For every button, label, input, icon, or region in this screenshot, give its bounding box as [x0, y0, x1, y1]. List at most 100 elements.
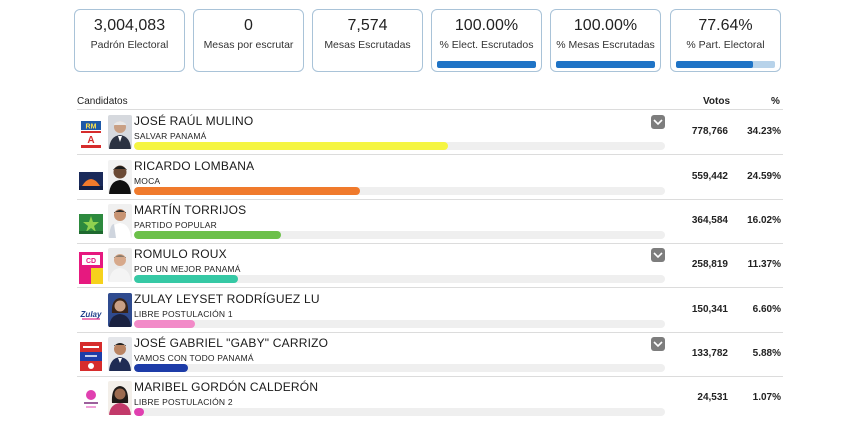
candidate-pct: 11.37% [747, 259, 781, 270]
vote-share-fill [134, 142, 449, 150]
party-name: SALVAR PANAMÁ [134, 131, 207, 141]
candidate-photo-icon [108, 248, 132, 282]
candidate-row[interactable]: MARIBEL GORDÓN CALDERÓN LIBRE POSTULACIÓ… [77, 377, 783, 421]
candidate-name: ZULAY LEYSET RODRÍGUEZ LU [134, 292, 320, 306]
stat-value: 0 [244, 17, 253, 34]
column-header-pct: % [771, 96, 780, 107]
candidate-row[interactable]: MARTÍN TORRIJOS PARTIDO POPULAR 364,584 … [77, 200, 783, 244]
progress-fill [437, 61, 536, 68]
stat-card-mesas-por-escrutar: 0 Mesas por escrutar [193, 9, 304, 72]
vote-share-fill [134, 231, 282, 239]
party-name: LIBRE POSTULACIÓN 1 [134, 309, 233, 319]
candidate-pct: 34.23% [747, 126, 781, 137]
results-table-header: Candidatos Votos % [77, 96, 783, 110]
vote-share-bar [134, 187, 665, 195]
vote-share-fill [134, 364, 188, 372]
divider [77, 154, 783, 155]
vote-share-bar [134, 320, 665, 328]
candidate-name: JOSÉ RAÚL MULINO [134, 114, 254, 128]
vote-share-bar [134, 408, 665, 416]
candidate-name: MARTÍN TORRIJOS [134, 203, 247, 217]
vote-share-bar [134, 231, 665, 239]
party-logo-zulay-icon: Zulay [79, 295, 103, 329]
party-name: MOCA [134, 176, 161, 186]
candidate-votes: 258,819 [691, 259, 728, 270]
chevron-down-icon [653, 252, 663, 259]
candidate-votes: 150,341 [691, 304, 728, 315]
progress-bar [676, 61, 775, 68]
stat-card-mesas-escrutadas: 7,574 Mesas Escrutadas [312, 9, 423, 72]
svg-text:A: A [87, 135, 94, 146]
expand-chevron-button[interactable] [651, 337, 665, 351]
chevron-down-icon [653, 119, 663, 126]
candidate-votes: 133,782 [691, 348, 728, 359]
candidate-photo-icon [108, 381, 132, 415]
stat-card-mesas-escrutadas-pct: 100.00% % Mesas Escrutadas [550, 9, 661, 72]
summary-cards: 3,004,083 Padrón Electoral 0 Mesas por e… [74, 9, 783, 74]
divider [77, 109, 783, 110]
candidate-row[interactable]: RM A JOSÉ RAÚL MULINO SALVAR PANAMÁ 778,… [77, 111, 783, 155]
column-header-candidates: Candidatos [77, 96, 128, 107]
stat-value: 3,004,083 [93, 17, 166, 34]
candidate-pct: 5.88% [752, 348, 781, 359]
candidate-row[interactable]: CD ROMULO ROUX POR UN MEJOR PANAMÁ 258,8… [77, 244, 783, 288]
stat-card-participacion: 77.64% % Part. Electoral [670, 9, 781, 72]
divider [77, 332, 783, 333]
stat-label: Mesas Escrutadas [324, 39, 411, 51]
vote-share-bar [134, 142, 665, 150]
party-name: VAMOS CON TODO PANAMÁ [134, 353, 254, 363]
candidate-name: RICARDO LOMBANA [134, 159, 255, 173]
candidate-pct: 6.60% [752, 304, 781, 315]
column-header-votes: Votos [703, 96, 731, 107]
candidate-votes: 24,531 [697, 392, 728, 403]
party-logo-cambio-democratico-icon: CD [79, 250, 103, 284]
svg-text:Zulay: Zulay [80, 310, 102, 319]
candidate-pct: 24.59% [747, 171, 781, 182]
chevron-down-icon [653, 341, 663, 348]
stat-label: Padrón Electoral [90, 39, 169, 51]
party-name: LIBRE POSTULACIÓN 2 [134, 397, 233, 407]
party-logo-maribel-icon [79, 383, 103, 417]
candidate-votes: 559,442 [691, 171, 728, 182]
vote-share-bar [134, 275, 665, 283]
stat-value: 7,574 [347, 17, 388, 34]
party-name: PARTIDO POPULAR [134, 220, 217, 230]
stat-value: 100.00% [454, 17, 519, 34]
divider [77, 199, 783, 200]
candidate-row[interactable]: RICARDO LOMBANA MOCA 559,442 24.59% [77, 156, 783, 200]
candidate-row[interactable]: Zulay ZULAY LEYSET RODRÍGUEZ LU LIBRE PO… [77, 289, 783, 333]
vote-share-fill [134, 187, 360, 195]
party-name: POR UN MEJOR PANAMÁ [134, 264, 241, 274]
progress-bar [556, 61, 655, 68]
svg-text:CD: CD [86, 258, 96, 265]
stat-card-padron: 3,004,083 Padrón Electoral [74, 9, 185, 72]
divider [77, 287, 783, 288]
candidate-photo-icon [108, 337, 132, 371]
expand-chevron-button[interactable] [651, 115, 665, 129]
candidate-row[interactable]: JOSÉ GABRIEL "GABY" CARRIZO VAMOS CON TO… [77, 333, 783, 377]
candidate-pct: 1.07% [752, 392, 781, 403]
divider [77, 243, 783, 244]
stat-label: % Elect. Escrutados [439, 39, 534, 51]
progress-fill [676, 61, 753, 68]
vote-share-bar [134, 364, 665, 372]
progress-fill [556, 61, 655, 68]
candidate-name: ROMULO ROUX [134, 247, 227, 261]
vote-share-fill [134, 320, 195, 328]
vote-share-fill [134, 275, 239, 283]
candidate-photo-icon [108, 160, 132, 194]
stat-label: % Part. Electoral [686, 39, 765, 51]
candidate-votes: 364,584 [691, 215, 728, 226]
candidate-photo-icon [108, 115, 132, 149]
candidate-photo-icon [108, 204, 132, 238]
party-logo-salvar-panama-icon: RM A [79, 117, 103, 151]
expand-chevron-button[interactable] [651, 248, 665, 262]
stat-label: % Mesas Escrutadas [556, 39, 655, 51]
candidate-photo-icon [108, 293, 132, 327]
divider [77, 376, 783, 377]
party-logo-partido-popular-icon [79, 206, 103, 240]
vote-share-fill [134, 408, 144, 416]
svg-text:RM: RM [86, 124, 97, 131]
candidate-votes: 778,766 [691, 126, 728, 137]
stat-card-elect-escrutados: 100.00% % Elect. Escrutados [431, 9, 542, 72]
